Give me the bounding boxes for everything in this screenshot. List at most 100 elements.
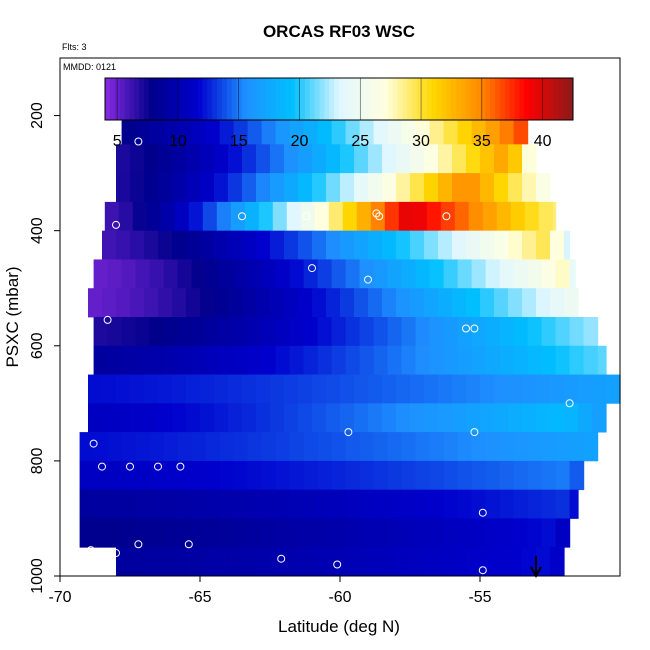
heatmap-cell <box>270 374 285 404</box>
heatmap-cell <box>471 432 487 462</box>
heatmap-cell <box>275 259 291 289</box>
heatmap-cell <box>205 317 221 347</box>
heatmap-cell <box>401 489 417 519</box>
heatmap-cell <box>326 547 341 577</box>
heatmap-cell <box>216 201 232 232</box>
heatmap-cell <box>524 201 540 232</box>
heatmap-cell <box>121 460 137 491</box>
heatmap-cell <box>284 288 299 318</box>
heatmap-cell <box>485 518 501 548</box>
heatmap-cell <box>499 115 515 145</box>
heatmap-cell <box>228 173 243 203</box>
heatmap-cell <box>233 460 249 491</box>
heatmap-cell <box>555 432 571 462</box>
heatmap-cell <box>438 144 453 174</box>
heatmap-cell <box>93 489 109 519</box>
flight-point <box>364 275 372 284</box>
heatmap-cell <box>387 432 403 462</box>
heatmap-cell <box>513 317 529 347</box>
colorbar-swatch <box>485 78 491 120</box>
colorbar-swatch <box>514 78 520 120</box>
heatmap-cell <box>228 288 243 318</box>
heatmap-cell <box>527 317 543 347</box>
heatmap-cell <box>289 460 305 491</box>
heatmap-cell <box>289 345 305 375</box>
heatmap-cell <box>522 374 537 404</box>
colorbar-swatch <box>187 78 194 120</box>
heatmap-cell <box>172 374 187 404</box>
heatmap-cell <box>401 259 417 289</box>
heatmap-cell <box>186 144 201 174</box>
heatmap-cell <box>429 115 445 145</box>
heatmap-cell <box>93 317 109 347</box>
heatmap-cell <box>340 144 355 174</box>
heatmap-cell <box>342 201 358 232</box>
heatmap-cell <box>121 518 137 548</box>
heatmap-cell <box>424 374 439 404</box>
heatmap-cell <box>149 489 165 519</box>
heatmap-cell <box>415 460 431 491</box>
heatmap-cell <box>410 374 425 404</box>
heatmap-cell <box>298 403 313 433</box>
heatmap-cell <box>177 317 193 347</box>
flight-point <box>372 209 381 218</box>
colorbar-swatch <box>295 78 301 120</box>
heatmap-cell <box>541 345 557 375</box>
heatmap-cell <box>410 547 425 577</box>
heatmap-cell <box>121 317 137 347</box>
heatmap-cell <box>261 259 277 289</box>
colorbar-swatch <box>334 78 340 120</box>
heatmap-cell <box>270 173 285 203</box>
heatmap-cell <box>205 489 221 519</box>
heatmap-cell <box>191 432 207 462</box>
heatmap-cell <box>387 518 403 548</box>
heatmap-cell <box>247 317 263 347</box>
heatmap-cell <box>494 144 509 174</box>
heatmap-cell <box>583 432 599 462</box>
heatmap-cell <box>303 115 319 145</box>
heatmap-cell <box>494 173 509 203</box>
heatmap-cell <box>424 173 439 203</box>
colorbar-swatch <box>343 78 350 120</box>
heatmap-cell <box>256 288 271 318</box>
heatmap-cell <box>328 201 344 232</box>
flight-point <box>89 439 98 448</box>
heatmap-cell <box>303 489 319 519</box>
heatmap-cell <box>480 173 495 203</box>
heatmap-cell <box>513 432 529 462</box>
heatmap-cell <box>480 230 495 260</box>
heatmap-cell <box>244 201 260 232</box>
heatmap-cell <box>426 201 442 232</box>
colorbar-swatch <box>382 78 389 120</box>
heatmap-cell <box>144 144 159 174</box>
heatmap-cell <box>410 403 425 433</box>
heatmap-cell <box>438 547 453 577</box>
colorbar-swatch <box>265 78 272 120</box>
colorbar-swatch <box>465 78 472 120</box>
heatmap-cell <box>508 173 523 203</box>
heatmap-cell <box>312 144 327 174</box>
heatmap-cell <box>508 144 523 174</box>
heatmap-cell <box>541 259 557 289</box>
heatmap-cell <box>158 173 173 203</box>
colorbar-frame <box>104 77 574 121</box>
colorbar-swatch <box>163 78 169 120</box>
heatmap-cell <box>312 288 327 318</box>
heatmap-cell <box>312 374 327 404</box>
colorbar-swatch <box>426 78 433 120</box>
heatmap-cell <box>172 403 187 433</box>
colorbar-swatch <box>509 78 516 120</box>
heatmap-cell <box>270 547 285 577</box>
heatmap-cell <box>429 489 445 519</box>
heatmap-cell <box>298 230 313 260</box>
heatmap-cell <box>303 518 319 548</box>
heatmap-cell <box>410 173 425 203</box>
heatmap-cell <box>163 432 179 462</box>
flight-point <box>470 428 479 437</box>
heatmap-cell <box>429 345 445 375</box>
heatmap-cell <box>270 230 285 260</box>
arrow-marker <box>530 556 542 579</box>
heatmap-cell <box>513 259 529 289</box>
heatmap-cell <box>116 144 131 174</box>
